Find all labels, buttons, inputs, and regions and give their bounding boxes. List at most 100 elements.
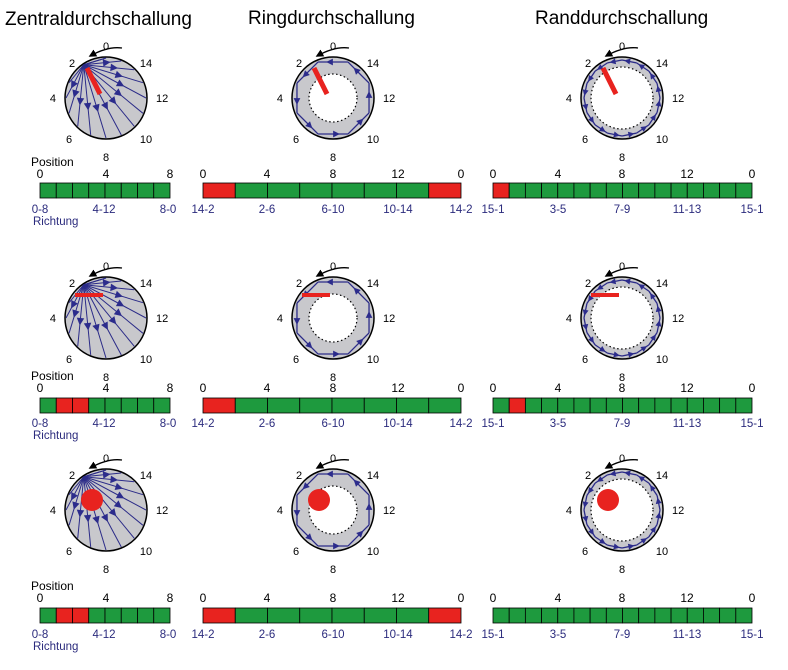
bar-segment	[267, 182, 301, 199]
direction-arrowhead-icon	[114, 290, 123, 299]
direction-tick-label: 15-1	[481, 204, 504, 216]
bar-segment	[589, 182, 607, 199]
beam-path	[65, 284, 85, 319]
beam-path	[83, 280, 122, 286]
direction-tick-label: 2-6	[259, 204, 276, 216]
dial-label-tl: 2	[296, 278, 302, 290]
direction-arrowhead-icon	[624, 278, 631, 285]
beam-path	[65, 64, 85, 99]
bar-segment	[508, 607, 526, 624]
direction-arrowhead-icon	[102, 59, 111, 67]
direction-arrowhead-icon	[588, 74, 594, 82]
bar-segment	[39, 397, 57, 414]
position-tick-label: 4	[555, 167, 562, 181]
direction-arrowhead-icon	[102, 471, 111, 479]
dial-label-ml: 4	[277, 313, 283, 325]
beam-path	[347, 281, 370, 304]
direction-arrowhead-icon	[638, 476, 646, 482]
direction-arrowhead-icon	[110, 283, 119, 292]
dial-label-top: 0	[103, 41, 109, 53]
rotation-arrow-icon	[604, 47, 639, 57]
bar-segment	[267, 607, 301, 624]
bar-segment	[573, 182, 591, 199]
rotation-arrow-icon	[88, 459, 123, 469]
position-tick-label: 4	[264, 381, 271, 395]
dial-label-mr: 12	[156, 505, 168, 517]
beam-path	[83, 60, 122, 66]
direction-arrowhead-icon	[582, 515, 589, 523]
beam-path	[83, 57, 107, 66]
direction-arrowhead-icon	[293, 318, 301, 325]
dial-label-mr: 12	[156, 93, 168, 105]
defect-round-void	[597, 489, 619, 511]
direction-arrowhead-icon	[110, 475, 119, 484]
bar-segment	[605, 397, 623, 414]
position-tick-label: 8	[167, 381, 174, 395]
dial-label-top: 0	[619, 261, 625, 273]
position-bar-zentral-row-1: 0 4 8 0-8 4-12 8-0	[32, 167, 177, 216]
beam-path	[83, 64, 144, 114]
dial-label-top: 0	[619, 41, 625, 53]
beam-path	[83, 476, 144, 526]
dial-label-bottom: 8	[330, 152, 336, 164]
dial-label-bottom: 8	[103, 372, 109, 384]
rotation-arrow-icon	[88, 267, 123, 277]
beam-path	[83, 476, 144, 496]
direction-arrowhead-icon	[365, 311, 373, 318]
position-tick-label: 4	[103, 591, 110, 605]
dial-label-ml: 4	[566, 93, 572, 105]
beam-path	[296, 473, 319, 496]
bar-segment	[557, 182, 575, 199]
direction-arrowhead-icon	[101, 101, 108, 110]
position-label: Position	[31, 579, 74, 593]
bar-segment	[234, 182, 268, 199]
beam-path	[83, 284, 135, 291]
dial-ring-row-1: 0 2 4 6 8 10 12 14	[277, 41, 395, 164]
beam-path	[68, 64, 85, 114]
dial-label-bottom: 8	[103, 564, 109, 576]
pipe-bore	[590, 478, 654, 542]
dial-label-ml: 4	[277, 505, 283, 517]
direction-tick-label: 6-10	[321, 629, 344, 641]
dial-label-tl: 2	[585, 470, 591, 482]
direction-arrowhead-icon	[588, 294, 594, 302]
beam-path	[347, 61, 370, 84]
dial-label-top: 0	[330, 453, 336, 465]
dial-label-top: 0	[330, 41, 336, 53]
direction-arrowhead-icon	[113, 308, 122, 317]
direction-arrowhead-icon	[110, 63, 119, 72]
bar-segment	[120, 182, 138, 199]
bar-segment	[39, 607, 57, 624]
direction-tick-label: 3-5	[550, 204, 567, 216]
direction-arrowhead-icon	[638, 284, 646, 290]
direction-arrowhead-icon	[72, 501, 80, 510]
bar-segment	[331, 182, 365, 199]
position-tick-label: 0	[200, 381, 207, 395]
bar-segment	[605, 607, 623, 624]
dial-label-mr: 12	[383, 313, 395, 325]
direction-arrowhead-icon	[83, 102, 92, 111]
direction-tick-label: 0-8	[32, 204, 49, 216]
position-tick-label: 8	[167, 591, 174, 605]
bar-segment	[299, 182, 333, 199]
dial-label-mr: 12	[672, 505, 684, 517]
dial-label-top: 0	[103, 453, 109, 465]
direction-arrowhead-icon	[353, 67, 361, 75]
direction-arrowhead-icon	[293, 510, 301, 517]
dial-label-bl: 6	[66, 134, 72, 146]
position-tick-label: 8	[619, 591, 626, 605]
direction-arrowhead-icon	[115, 491, 125, 499]
direction-arrowhead-icon	[588, 336, 594, 344]
direction-arrowhead-icon	[596, 476, 604, 482]
position-tick-label: 4	[103, 167, 110, 181]
direction-arrowhead-icon	[76, 509, 85, 518]
position-tick-label: 12	[680, 591, 694, 605]
direction-arrowhead-icon	[114, 482, 123, 491]
dial-label-top: 0	[103, 261, 109, 273]
position-tick-label: 8	[330, 167, 337, 181]
bar-segment	[39, 182, 57, 199]
direction-arrowhead-icon	[333, 350, 340, 358]
direction-arrowhead-icon	[115, 299, 125, 307]
direction-arrowhead-icon	[113, 500, 122, 509]
position-tick-label: 0	[490, 591, 497, 605]
